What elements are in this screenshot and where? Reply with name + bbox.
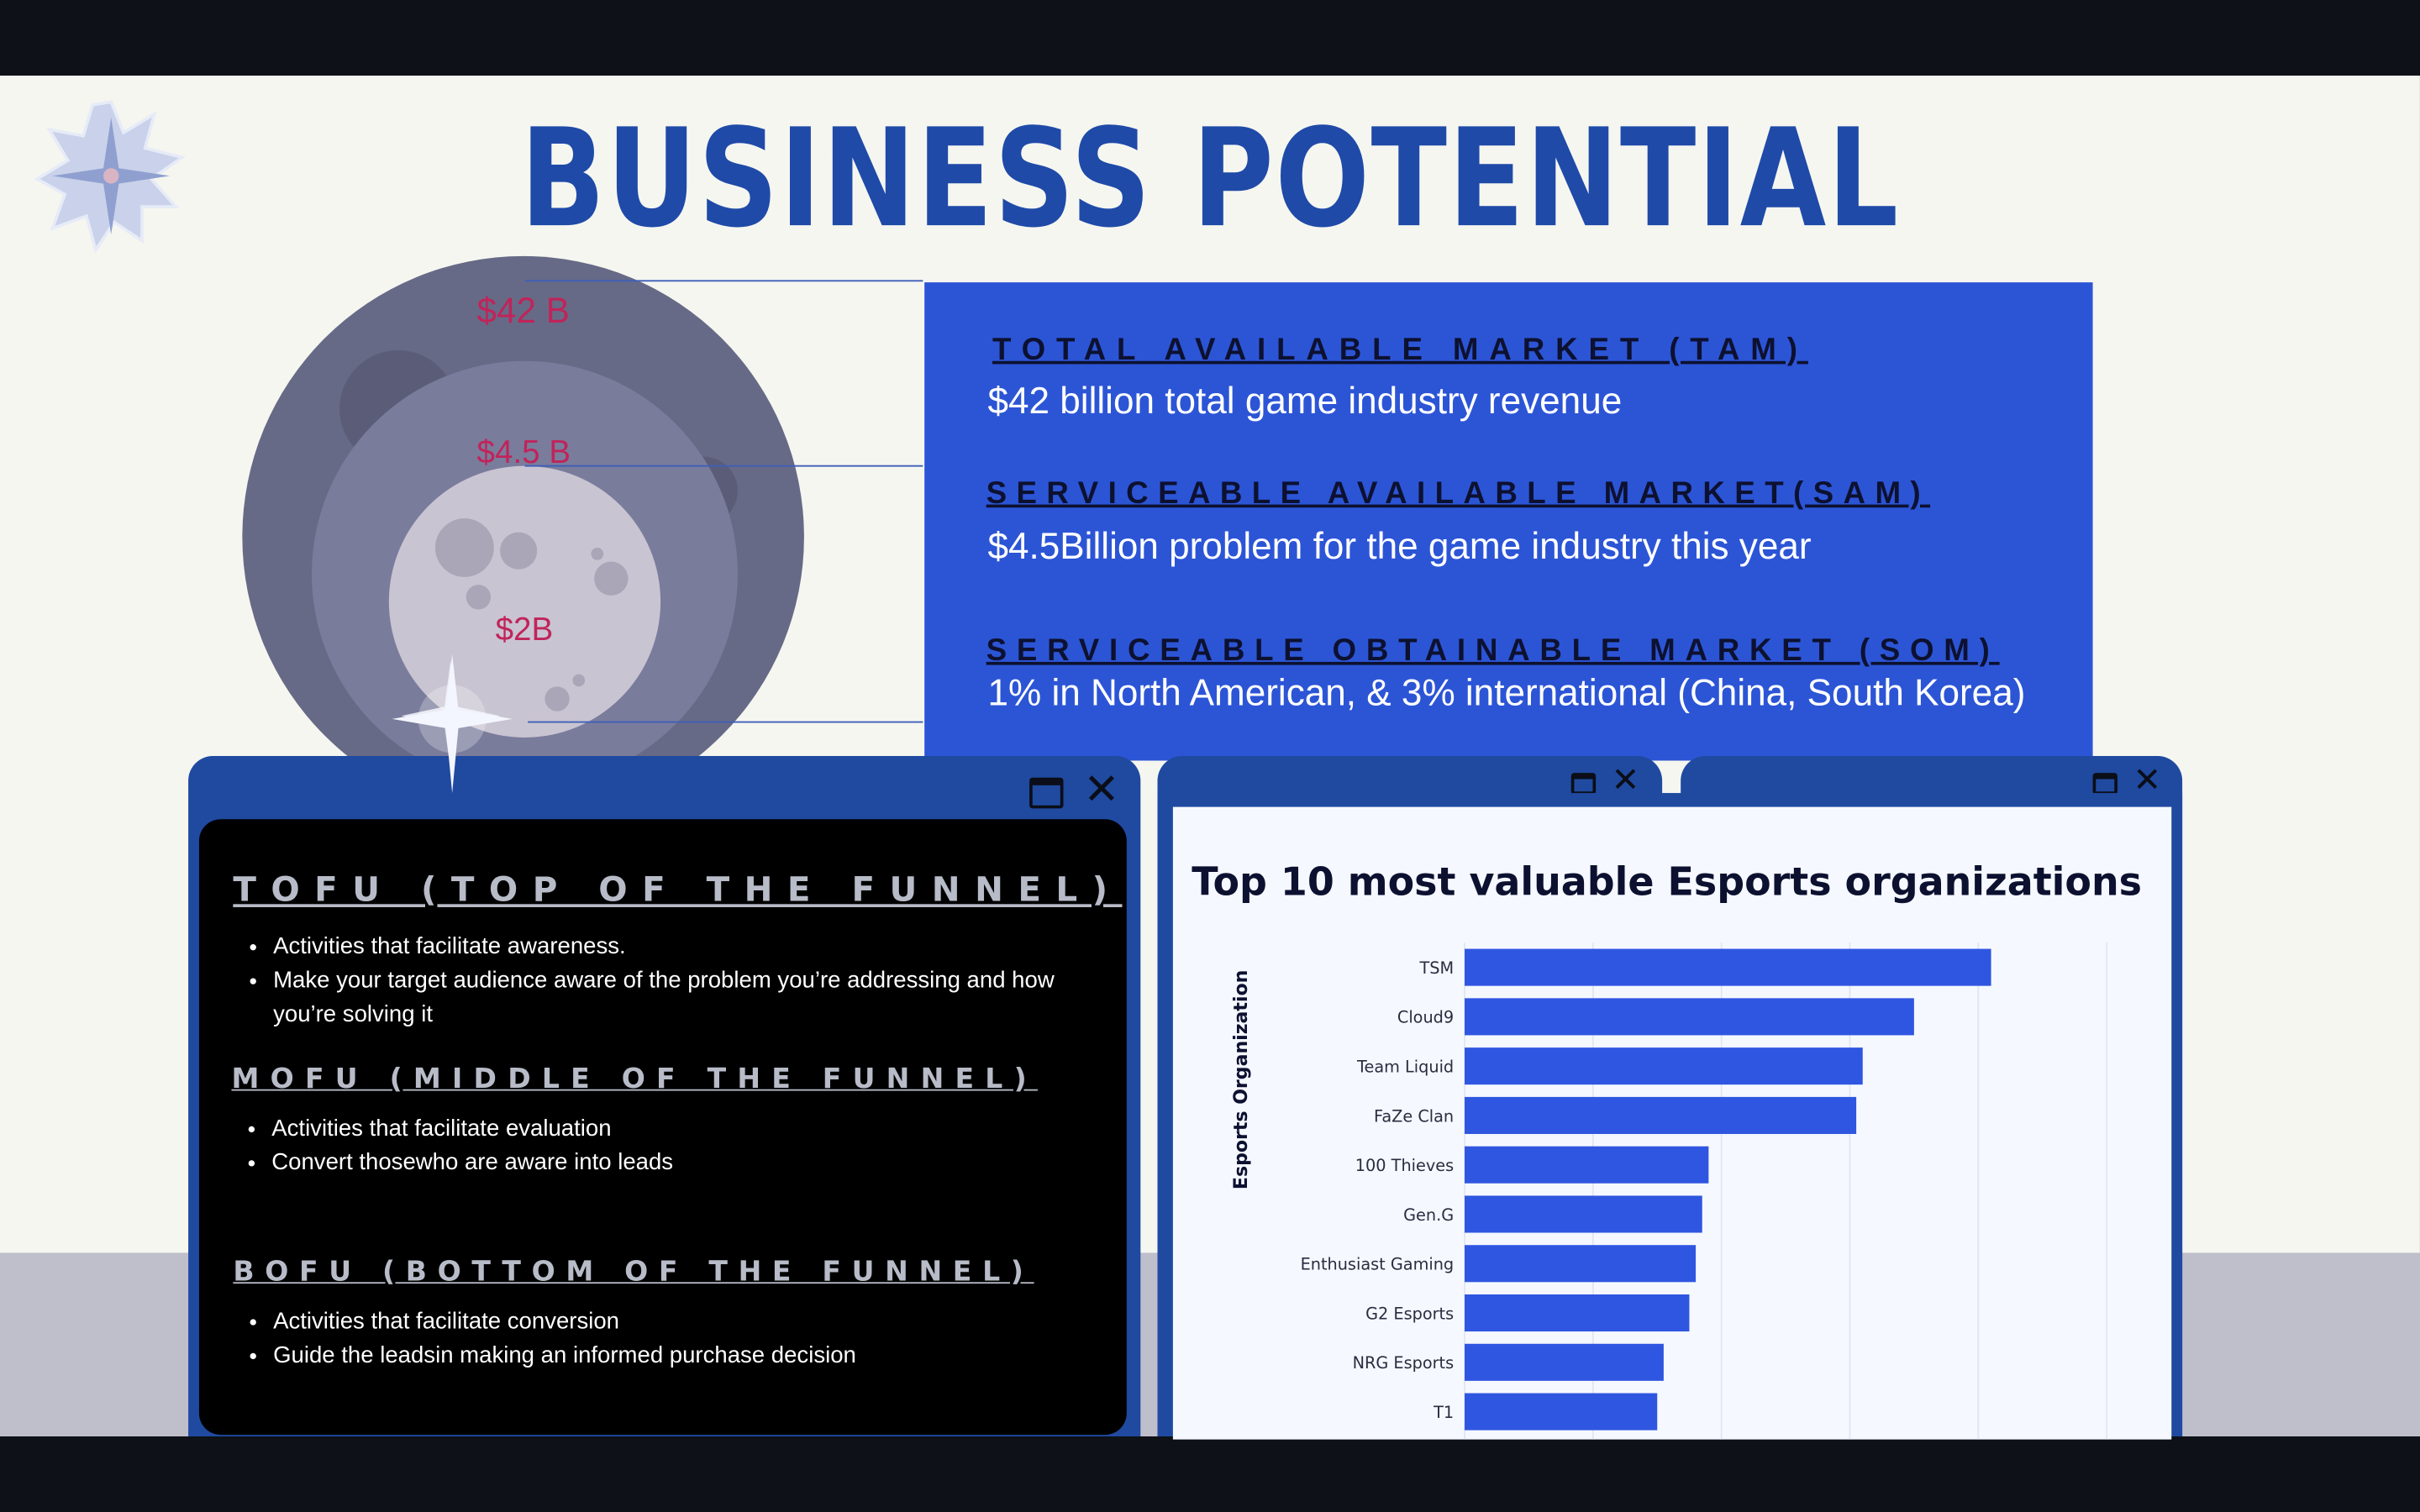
bofu-list: Activities that facilitate conversion Gu… — [242, 1305, 1091, 1373]
som-circle-label: $2B — [495, 612, 554, 648]
close-icon[interactable]: ✕ — [2133, 762, 2162, 801]
list-item: Activities that facilitate evaluation — [271, 1112, 1089, 1146]
bar-chart: TSM Cloud9 Team Liquid FaZe Clan 100 Thieves… — [1301, 942, 2108, 1440]
funnel-window: ✕ TOFU (TOP OF THE FUNNEL) Activities th… — [188, 755, 1141, 1436]
bofu-heading: BOFU (BOTTOM OF THE FUNNEL) — [233, 1256, 1034, 1289]
maximize-icon[interactable] — [2092, 773, 2118, 795]
category-label: G2 Esports — [1365, 1304, 1454, 1323]
compass-star-icon — [34, 100, 187, 254]
tam-text: $42 billion total game industry revenue — [987, 381, 1623, 423]
sparkle-icon — [392, 654, 513, 794]
category-label: TSM — [1419, 958, 1455, 978]
category-label: T1 — [1433, 1403, 1454, 1422]
close-icon[interactable]: ✕ — [1083, 764, 1120, 815]
category-label: NRG Esports — [1353, 1353, 1455, 1373]
close-icon[interactable]: ✕ — [1611, 762, 1640, 801]
category-label: Cloud9 — [1397, 1008, 1454, 1027]
list-item: Guide the leadsin making an informed pur… — [273, 1339, 1091, 1373]
bar-enthusiast-gaming — [1465, 1245, 1697, 1283]
list-item: Activities that facilitate conversion — [273, 1305, 1091, 1339]
tofu-heading: TOFU (TOP OF THE FUNNEL) — [233, 871, 1123, 911]
maximize-icon[interactable] — [1029, 777, 1064, 809]
bar-100-thieves — [1465, 1146, 1709, 1184]
bar-t1 — [1465, 1393, 1658, 1431]
tofu-list: Activities that facilitate awareness. Ma… — [242, 931, 1091, 1032]
bar-faze-clan — [1465, 1096, 1857, 1134]
bar-g2-esports — [1465, 1294, 1690, 1332]
funnel-content: TOFU (TOP OF THE FUNNEL) Activities that… — [198, 819, 1127, 1436]
bar-cloud9 — [1465, 998, 1914, 1036]
list-item: Activities that facilitate awareness. — [273, 931, 1091, 964]
bar-team-liquid — [1465, 1047, 1863, 1085]
market-size-circles — [242, 255, 923, 803]
sam-heading: SERVICEABLE AVAILABLE MARKET(SAM) — [986, 476, 1931, 511]
tam-circle-label: $42 B — [476, 290, 570, 331]
bar-gen-g — [1465, 1195, 1702, 1233]
maximize-icon[interactable] — [1570, 773, 1597, 795]
page-title: BUSINESS POTENTIAL — [520, 98, 1900, 258]
category-label: Enthusiast Gaming — [1301, 1255, 1455, 1274]
mofu-list: Activities that facilitate evaluation Co… — [241, 1112, 1090, 1180]
list-item: Convert thosewho are aware into leads — [271, 1147, 1089, 1180]
som-heading: SERVICEABLE OBTAINABLE MARKET (SOM) — [986, 633, 2000, 669]
mofu-heading: MOFU (MIDDLE OF THE FUNNEL) — [231, 1063, 1038, 1096]
category-label: FaZe Clan — [1374, 1106, 1454, 1126]
chart-panel: Top 10 most valuable Esports organizatio… — [1172, 806, 2172, 1440]
category-label: Team Liquid — [1356, 1058, 1454, 1077]
bar-tsm — [1465, 948, 1991, 986]
bar-nrg-esports — [1465, 1343, 1664, 1381]
sam-text: $4.5Billion problem for the game industr… — [987, 526, 1812, 568]
list-item: Make your target audience aware of the p… — [273, 964, 1091, 1032]
market-panel: TOTAL AVAILABLE MARKET (TAM) $42 billion… — [924, 282, 2093, 761]
category-label: 100 Thieves — [1355, 1156, 1454, 1175]
category-label: Gen.G — [1403, 1205, 1454, 1225]
som-text: 1% in North American, & 3% international… — [987, 672, 2026, 715]
chart-title: Top 10 most valuable Esports organizatio… — [1192, 859, 2142, 905]
sam-circle-label: $4.5 B — [476, 434, 571, 471]
tam-heading: TOTAL AVAILABLE MARKET (TAM) — [992, 333, 1808, 368]
